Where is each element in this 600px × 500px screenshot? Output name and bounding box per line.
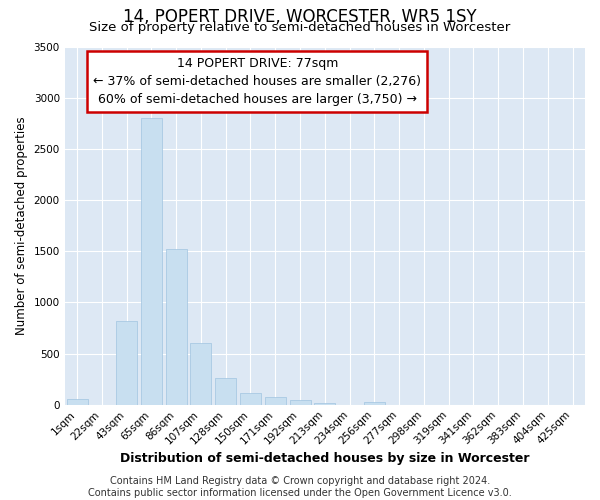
Bar — [290, 400, 311, 404]
Bar — [265, 397, 286, 404]
Bar — [166, 249, 187, 404]
Text: Size of property relative to semi-detached houses in Worcester: Size of property relative to semi-detach… — [89, 21, 511, 34]
Bar — [364, 402, 385, 404]
Text: 14, POPERT DRIVE, WORCESTER, WR5 1SY: 14, POPERT DRIVE, WORCESTER, WR5 1SY — [123, 8, 477, 26]
Bar — [314, 403, 335, 404]
X-axis label: Distribution of semi-detached houses by size in Worcester: Distribution of semi-detached houses by … — [120, 452, 530, 465]
Text: Contains HM Land Registry data © Crown copyright and database right 2024.
Contai: Contains HM Land Registry data © Crown c… — [88, 476, 512, 498]
Bar — [141, 118, 162, 405]
Bar — [190, 344, 211, 404]
Y-axis label: Number of semi-detached properties: Number of semi-detached properties — [15, 116, 28, 335]
Bar — [215, 378, 236, 404]
Text: 14 POPERT DRIVE: 77sqm
← 37% of semi-detached houses are smaller (2,276)
60% of : 14 POPERT DRIVE: 77sqm ← 37% of semi-det… — [93, 57, 421, 106]
Bar — [240, 393, 261, 404]
Bar — [67, 398, 88, 404]
Bar — [116, 321, 137, 404]
